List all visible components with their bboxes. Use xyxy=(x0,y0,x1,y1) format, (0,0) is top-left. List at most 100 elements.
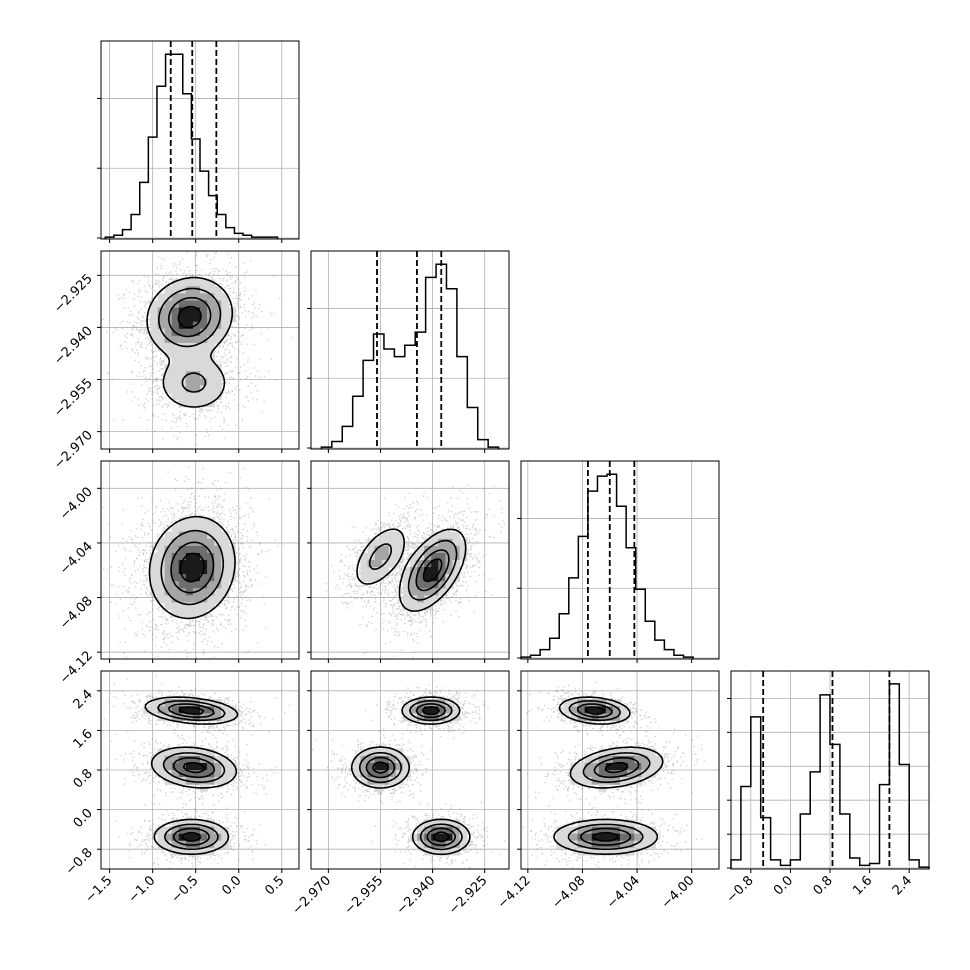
density-cell xyxy=(171,357,180,365)
contour-line xyxy=(356,528,467,612)
density-cell xyxy=(556,833,565,842)
contour-line xyxy=(177,305,202,329)
density-cell xyxy=(214,371,222,379)
density-cell xyxy=(648,762,656,771)
density-cell xyxy=(192,321,201,330)
density-cell xyxy=(214,552,222,561)
density-cell xyxy=(598,755,607,764)
density-cell xyxy=(200,748,208,757)
density-cell xyxy=(185,819,194,828)
density-cell xyxy=(388,552,397,561)
density-cell xyxy=(192,833,201,842)
density-cell xyxy=(459,840,468,849)
density-cell xyxy=(178,399,187,408)
density-cell xyxy=(577,699,586,707)
density-cell xyxy=(417,588,425,596)
density-cell xyxy=(612,748,621,757)
density-cell xyxy=(178,364,187,372)
density-cell xyxy=(150,755,159,764)
density-cell xyxy=(438,581,446,589)
density-cell xyxy=(620,770,628,778)
density-cell xyxy=(591,699,600,707)
axes-frame xyxy=(520,460,720,660)
density-cell xyxy=(185,770,194,778)
density-cell xyxy=(207,567,215,575)
density-cell xyxy=(374,762,383,771)
density-cell xyxy=(424,574,432,582)
density-cell xyxy=(388,531,397,540)
density-cell xyxy=(200,392,208,401)
density-cell xyxy=(164,840,173,849)
density-cell xyxy=(612,833,621,842)
density-cell xyxy=(214,826,222,835)
density-cell xyxy=(221,770,229,778)
density-cell xyxy=(207,826,215,835)
density-cell xyxy=(207,552,215,561)
density-cell xyxy=(171,286,180,295)
density-cell xyxy=(228,706,236,715)
density-cell xyxy=(459,826,468,835)
contour-line xyxy=(372,706,450,843)
density-cell xyxy=(207,321,215,330)
density-cell xyxy=(171,524,180,533)
density-cell xyxy=(634,748,642,757)
density-cell xyxy=(178,531,187,540)
density-cell xyxy=(192,581,201,589)
density-cell xyxy=(214,574,222,582)
density-cell xyxy=(200,378,208,386)
density-cell xyxy=(171,279,180,287)
density-cell xyxy=(648,826,656,835)
density-cell xyxy=(598,699,607,707)
density-cell xyxy=(627,755,635,764)
density-cell xyxy=(178,713,187,722)
density-cell xyxy=(367,748,376,757)
density-cell xyxy=(417,826,425,835)
density-cell xyxy=(374,552,383,561)
density-cell xyxy=(620,840,628,849)
density-cell xyxy=(207,371,215,379)
density-cell xyxy=(221,833,229,842)
density-cell xyxy=(178,560,187,568)
density-cell xyxy=(185,286,194,295)
density-cell xyxy=(171,364,180,372)
density-cell xyxy=(381,770,390,778)
density-cell xyxy=(214,392,222,401)
density-cell xyxy=(214,755,222,764)
density-cell xyxy=(157,588,166,596)
density-cell xyxy=(185,567,194,575)
density-cell xyxy=(207,588,215,596)
density-cell xyxy=(395,552,404,561)
density-cell xyxy=(157,321,166,330)
density-cell xyxy=(200,538,208,547)
density-cell xyxy=(438,819,446,828)
density-cell xyxy=(424,840,432,849)
density-cell xyxy=(221,581,229,589)
density-cell xyxy=(164,545,173,554)
density-cell xyxy=(228,762,236,771)
density-cell xyxy=(164,706,173,715)
density-cell xyxy=(157,706,166,715)
density-cell xyxy=(214,762,222,771)
density-cell xyxy=(200,385,208,394)
density-cell xyxy=(192,524,201,533)
density-cell xyxy=(424,595,432,604)
density-cell xyxy=(620,819,628,828)
density-cell xyxy=(452,826,461,835)
density-cell xyxy=(584,713,593,722)
density-cell xyxy=(431,567,439,575)
density-cell xyxy=(164,350,173,358)
contour-line xyxy=(576,703,640,846)
axes-frame xyxy=(310,250,510,450)
density-cell xyxy=(605,833,614,842)
density-cell xyxy=(207,335,215,344)
density-cell xyxy=(214,567,222,575)
density-cell xyxy=(570,840,579,849)
density-cell xyxy=(185,371,194,379)
density-cell xyxy=(192,699,201,707)
axes-frame xyxy=(100,40,300,240)
density-cell xyxy=(221,713,229,722)
density-cell xyxy=(200,342,208,351)
density-cell xyxy=(570,833,579,842)
contour-line xyxy=(179,552,205,583)
density-cell xyxy=(192,567,201,575)
